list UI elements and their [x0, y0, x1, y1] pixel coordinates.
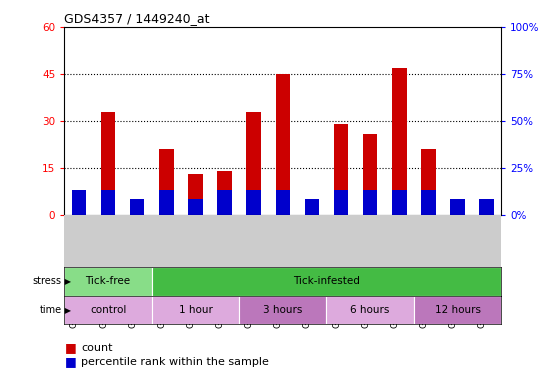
Bar — [246, 190, 261, 215]
Bar — [130, 202, 144, 215]
Bar — [188, 174, 203, 215]
Bar — [152, 267, 501, 296]
Text: ▶: ▶ — [62, 277, 71, 286]
Bar — [64, 296, 152, 324]
Text: 3 hours: 3 hours — [263, 305, 302, 315]
Bar — [363, 134, 377, 215]
Text: ▶: ▶ — [62, 306, 71, 314]
Bar — [239, 296, 326, 324]
Bar — [479, 199, 494, 215]
Bar — [450, 199, 465, 215]
Text: 1 hour: 1 hour — [179, 305, 212, 315]
Bar — [305, 199, 319, 215]
Bar — [450, 206, 465, 215]
Text: ■: ■ — [64, 341, 76, 354]
Text: 12 hours: 12 hours — [435, 305, 480, 315]
Bar — [305, 212, 319, 215]
Bar — [188, 199, 203, 215]
Bar — [101, 190, 115, 215]
Text: percentile rank within the sample: percentile rank within the sample — [81, 357, 269, 367]
Bar — [217, 190, 232, 215]
Bar — [130, 199, 144, 215]
Bar — [276, 74, 290, 215]
Bar — [392, 68, 407, 215]
Bar — [326, 296, 414, 324]
Bar — [101, 112, 115, 215]
Bar — [276, 190, 290, 215]
Text: Tick-free: Tick-free — [86, 276, 130, 286]
Text: time: time — [39, 305, 62, 315]
Bar — [72, 209, 86, 215]
Bar — [392, 190, 407, 215]
Text: ■: ■ — [64, 355, 76, 368]
Bar — [421, 190, 436, 215]
Bar — [159, 190, 174, 215]
Bar — [414, 296, 501, 324]
Text: count: count — [81, 343, 113, 353]
Bar — [64, 267, 152, 296]
Bar — [159, 149, 174, 215]
Bar — [334, 190, 348, 215]
Bar — [363, 190, 377, 215]
Text: stress: stress — [32, 276, 62, 286]
Bar — [421, 149, 436, 215]
Bar — [72, 190, 86, 215]
Text: Tick-infested: Tick-infested — [293, 276, 360, 286]
Text: 6 hours: 6 hours — [351, 305, 390, 315]
Text: control: control — [90, 305, 126, 315]
Bar — [334, 124, 348, 215]
Bar — [152, 296, 239, 324]
Bar — [246, 112, 261, 215]
Bar — [479, 202, 494, 215]
Text: GDS4357 / 1449240_at: GDS4357 / 1449240_at — [64, 12, 210, 25]
Bar — [217, 171, 232, 215]
